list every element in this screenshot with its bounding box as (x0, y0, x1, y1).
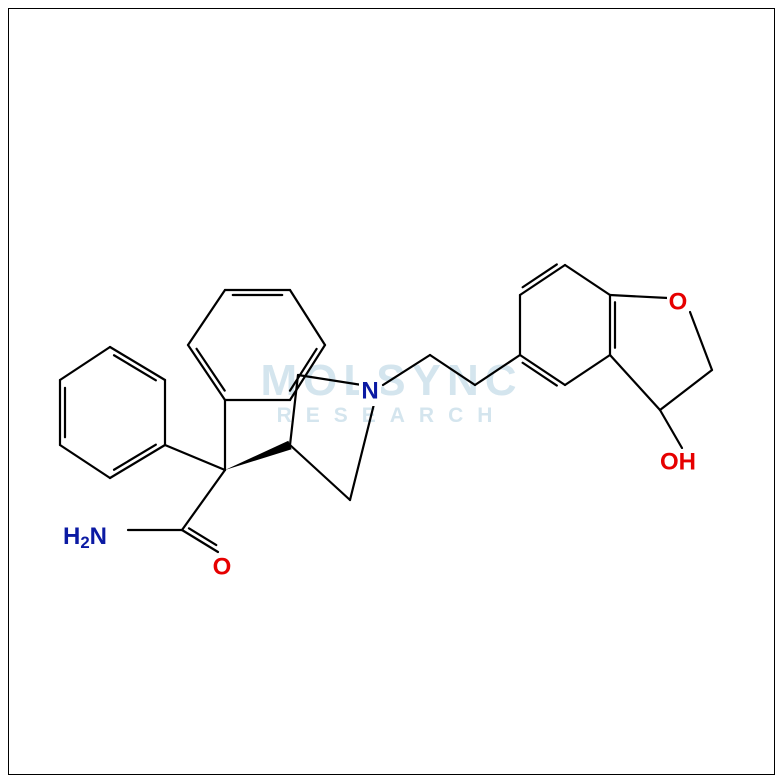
svg-text:OH: OH (660, 448, 696, 475)
svg-text:O: O (213, 553, 232, 580)
chemical-structure: H2NONOOH (0, 0, 783, 783)
svg-text:N: N (361, 377, 378, 404)
svg-text:O: O (669, 288, 688, 315)
